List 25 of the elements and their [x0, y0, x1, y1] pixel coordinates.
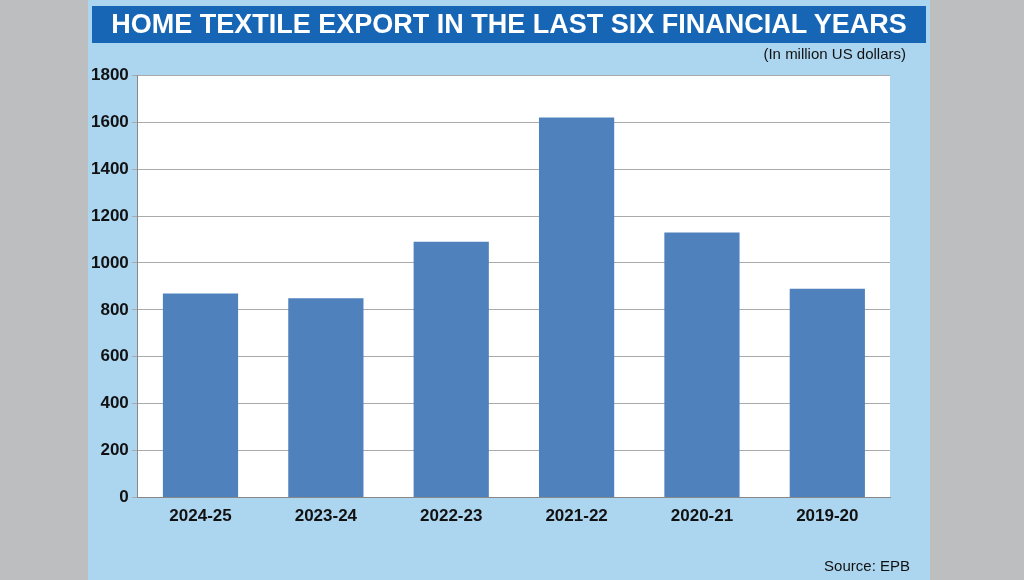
x-tick-label: 2023-24	[294, 506, 358, 526]
y-tick-label: 200	[100, 440, 129, 460]
x-tick-label: 2024-25	[169, 506, 232, 526]
bar	[413, 241, 489, 498]
y-tick-label: 1000	[90, 252, 129, 272]
bar	[288, 298, 364, 498]
bar	[789, 288, 865, 498]
x-tick-label: 2021-22	[545, 506, 608, 526]
source-note: Source: EPB	[824, 557, 910, 574]
bar	[538, 117, 615, 498]
bar	[162, 293, 239, 498]
chart-title: HOME TEXTILE EXPORT IN THE LAST SIX FINANCIAL YEARS	[92, 6, 926, 43]
y-tick-label: 0	[119, 487, 129, 507]
y-tick-label: 1800	[90, 64, 129, 84]
x-tick-label: 2019-20	[796, 506, 859, 526]
bar	[664, 232, 740, 498]
y-tick-label: 1600	[90, 111, 129, 131]
y-tick-label: 600	[100, 346, 129, 366]
y-tick-label: 800	[100, 299, 129, 319]
chart-subtitle: (In million US dollars)	[762, 45, 906, 62]
y-tick-label: 1400	[90, 158, 129, 178]
x-tick-label: 2022-23	[420, 506, 483, 526]
x-tick-label: 2020-21	[670, 506, 734, 526]
y-tick-label: 1200	[90, 205, 129, 225]
y-tick-label: 400	[100, 393, 129, 413]
